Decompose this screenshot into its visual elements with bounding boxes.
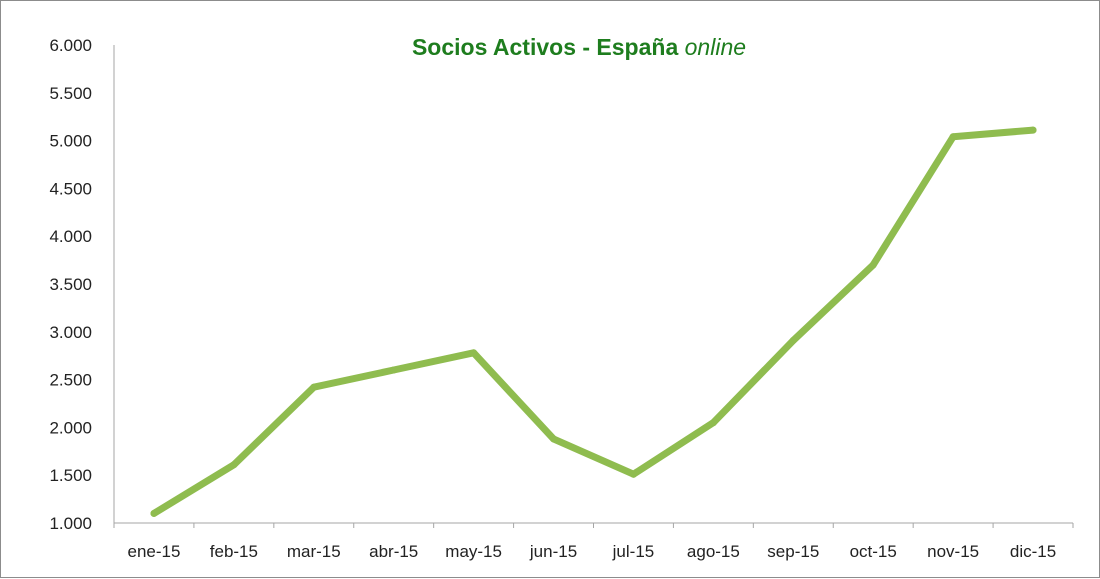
- x-tick-label: sep-15: [767, 542, 819, 561]
- y-tick-label: 4.500: [49, 179, 92, 198]
- x-tick-label: ene-15: [127, 542, 180, 561]
- y-tick-label: 3.000: [49, 323, 92, 342]
- x-tick-label: jun-15: [529, 542, 577, 561]
- x-tick-label: may-15: [445, 542, 502, 561]
- y-tick-label: 1.000: [49, 514, 92, 533]
- data-point: [709, 419, 717, 427]
- y-tick-label: 1.500: [49, 466, 92, 485]
- y-tick-label: 6.000: [49, 36, 92, 55]
- x-tick-label: feb-15: [210, 542, 258, 561]
- y-tick-label: 5.500: [49, 84, 92, 103]
- data-point: [550, 435, 558, 443]
- x-tick-label: dic-15: [1010, 542, 1056, 561]
- series-line: [150, 126, 1037, 517]
- data-point: [230, 461, 238, 469]
- data-point: [629, 470, 637, 478]
- x-tick-label: jul-15: [612, 542, 655, 561]
- data-point: [1029, 126, 1037, 134]
- series-group: [150, 126, 1037, 517]
- y-tick-label: 4.000: [49, 227, 92, 246]
- data-point: [150, 509, 158, 517]
- data-point: [949, 133, 957, 141]
- x-tick-label: abr-15: [369, 542, 418, 561]
- data-point: [869, 261, 877, 269]
- x-tick-label: nov-15: [927, 542, 979, 561]
- y-tick-label: 2.000: [49, 418, 92, 437]
- chart-title: Socios Activos - España online: [412, 34, 746, 60]
- x-axis: ene-15 feb-15 mar-15 abr-15 may-15 jun-15 jul-…: [113, 522, 1074, 561]
- data-point: [789, 336, 797, 344]
- x-tick-label: mar-15: [287, 542, 341, 561]
- chart-title-main: Socios Activos - España: [412, 34, 678, 60]
- x-tick-label: oct-15: [850, 542, 897, 561]
- chart-title-emphasis: online: [685, 34, 746, 60]
- data-point: [310, 383, 318, 391]
- y-tick-label: 3.500: [49, 275, 92, 294]
- y-axis: 1.000 1.500 2.000 2.500 3.000 3.500 4.000 4.500…: [49, 36, 115, 533]
- y-tick-label: 5.000: [49, 132, 92, 151]
- x-tick-label: ago-15: [687, 542, 740, 561]
- data-point: [470, 349, 478, 357]
- y-tick-label: 2.500: [49, 371, 92, 390]
- data-point: [390, 366, 398, 374]
